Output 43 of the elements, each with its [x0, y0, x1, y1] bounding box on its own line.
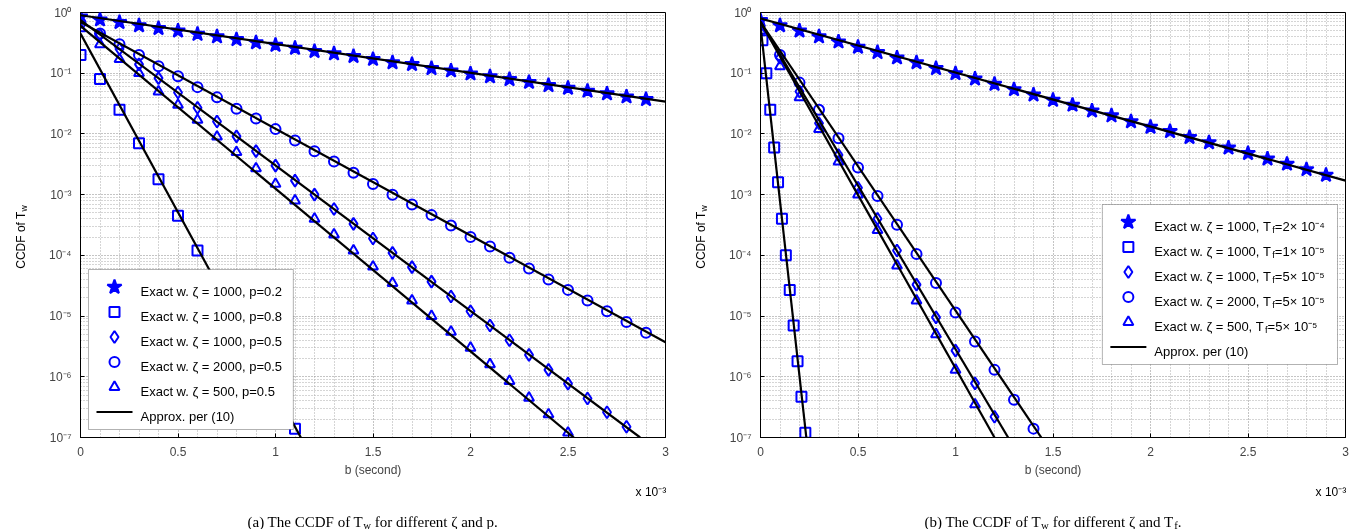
y-tick-label: 10⁻³	[50, 187, 72, 202]
y-axis-title: CCDF of Tw	[13, 204, 29, 269]
y-tick-label: 10⁻³	[730, 187, 752, 202]
x-tick-label: 1	[272, 444, 280, 459]
legend-label: Exact w. ζ = 1000, p=0.5	[140, 334, 283, 349]
x-tick-label: 1	[952, 444, 960, 459]
y-tick-label: 10⁻¹	[50, 66, 72, 81]
x-tick-label: 0	[77, 444, 85, 459]
y-tick-label: 10⁻⁵	[729, 309, 752, 324]
x-tick-label: 3	[1342, 444, 1350, 459]
y-tick-label: 10⁻⁵	[49, 309, 72, 324]
legend-label: Exact w. ζ = 2000, p=0.5	[140, 359, 283, 374]
y-tick-label: 10⁻⁴	[49, 248, 72, 263]
text: x 10⁻³	[1315, 484, 1347, 499]
y-tick-label: 10⁻⁷	[729, 430, 752, 445]
text: x 10⁻³	[635, 484, 667, 499]
x-tick-label: 2	[1147, 444, 1155, 459]
x-tick-label: 0.5	[849, 444, 867, 459]
x-tick-label: 2.5	[559, 444, 577, 459]
y-tick-label: 10⁰	[54, 5, 72, 20]
x-tick-label: 2.5	[1239, 444, 1257, 459]
x-tick-label: 0.5	[169, 444, 187, 459]
legend-label: Exact w. ζ = 500, p=0.5	[140, 384, 275, 399]
x-axis-title: b (second)	[1024, 462, 1082, 477]
y-tick-label: 10⁻²	[730, 126, 752, 141]
y-tick-label: 10⁻⁶	[729, 369, 752, 384]
x-tick-label: 2	[467, 444, 475, 459]
legend-label: Approx. per (10)	[1154, 344, 1249, 359]
legend-label: Exact w. ζ = 1000, p=0.2	[140, 284, 283, 299]
x-tick-label: 3	[662, 444, 670, 459]
y-tick-label: 10⁻⁶	[49, 369, 72, 384]
x-tick-label: 1.5	[364, 444, 382, 459]
legend-label: Approx. per (10)	[140, 409, 235, 424]
y-axis-title: CCDF of Tw	[693, 204, 709, 269]
y-tick-label: 10⁻⁷	[49, 430, 72, 445]
y-tick-label: 10⁻²	[50, 126, 72, 141]
y-tick-label: 10⁻⁴	[729, 248, 752, 263]
x-tick-label: 0	[757, 444, 765, 459]
legend-label: Exact w. ζ = 1000, p=0.8	[140, 309, 283, 324]
x-axis-title: b (second)	[344, 462, 402, 477]
y-tick-label: 10⁻¹	[730, 66, 752, 81]
y-tick-label: 10⁰	[734, 5, 752, 20]
x-tick-label: 1.5	[1044, 444, 1062, 459]
